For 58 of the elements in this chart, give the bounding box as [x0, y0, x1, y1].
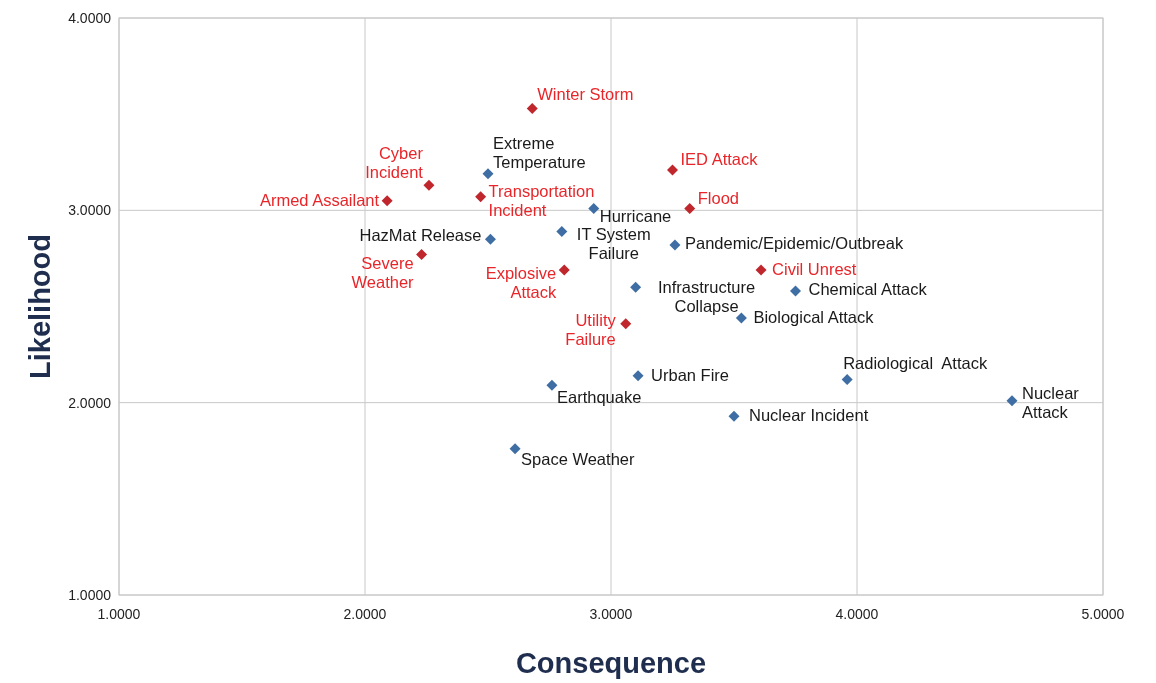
- point: [475, 191, 487, 203]
- annotation: Transportation Incident: [488, 181, 595, 219]
- x-tick-label: 5.0000: [1081, 606, 1125, 622]
- y-tick-label: 2.0000: [68, 394, 112, 411]
- annotation: Chemical Attack: [808, 280, 928, 299]
- annotation: Radiological Attack: [843, 353, 988, 372]
- point: [667, 164, 678, 176]
- point: [755, 264, 767, 276]
- annotation: Utility Failure: [565, 310, 617, 348]
- point: [841, 374, 853, 386]
- point: [556, 225, 568, 237]
- x-axis-title: Consequence: [515, 647, 707, 679]
- annotation: Space Weather: [521, 449, 635, 468]
- point: [416, 249, 428, 261]
- annotation: Earthquake: [556, 388, 642, 407]
- point: [482, 168, 494, 180]
- point: [484, 233, 496, 245]
- point: [684, 202, 696, 214]
- annotation: Cyber Incident: [365, 144, 424, 182]
- point: [728, 410, 740, 422]
- annotation: IT System Failure: [576, 225, 651, 263]
- annotation: Flood: [697, 189, 739, 208]
- point: [669, 239, 681, 251]
- point: [509, 443, 521, 455]
- y-tick-label: 4.0000: [68, 10, 112, 26]
- annotation: Armed Assailant: [259, 190, 380, 209]
- point: [546, 379, 558, 391]
- annotation: HazMat Release: [359, 226, 482, 245]
- annotation: Urban Fire: [651, 365, 730, 384]
- annotation: Biological Attack: [753, 308, 875, 327]
- annotation: Infrastructure Collapse: [657, 278, 756, 316]
- y-axis-title: Likelihood: [24, 234, 56, 379]
- x-tick-label: 4.0000: [835, 606, 879, 622]
- point: [630, 281, 642, 293]
- annotation: Pandemic/Epidemic/Outbreak: [684, 233, 904, 252]
- annotation: Winter Storm: [537, 85, 634, 104]
- point: [1006, 395, 1018, 407]
- annotation: Severe Weather: [351, 253, 415, 291]
- point: [790, 285, 801, 297]
- point: [423, 179, 435, 191]
- annotation: Nuclear Incident: [749, 406, 869, 425]
- annotation: Extreme Temperature: [493, 133, 586, 171]
- point: [558, 264, 570, 276]
- annotation: Hurricane: [599, 207, 672, 226]
- point: [381, 195, 393, 207]
- x-tick-label: 1.0000: [97, 606, 141, 622]
- point: [526, 102, 538, 114]
- y-tick-label: 3.0000: [68, 202, 112, 219]
- x-tick-label: 2.0000: [343, 606, 387, 622]
- point: [620, 318, 632, 330]
- y-tick-label: 1.0000: [68, 587, 112, 603]
- annotation: Explosive Attack: [485, 263, 557, 301]
- point: [632, 370, 644, 382]
- annotation: Civil Unrest: [772, 259, 857, 278]
- annotation: IED Attack: [680, 149, 759, 168]
- annotation: Nuclear Attack: [1021, 383, 1080, 421]
- x-tick-label: 3.0000: [589, 606, 633, 622]
- point: [588, 202, 600, 214]
